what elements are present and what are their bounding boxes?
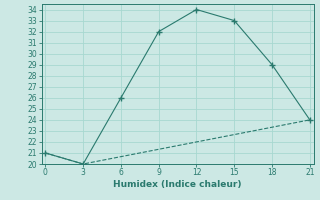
X-axis label: Humidex (Indice chaleur): Humidex (Indice chaleur)	[113, 180, 242, 189]
